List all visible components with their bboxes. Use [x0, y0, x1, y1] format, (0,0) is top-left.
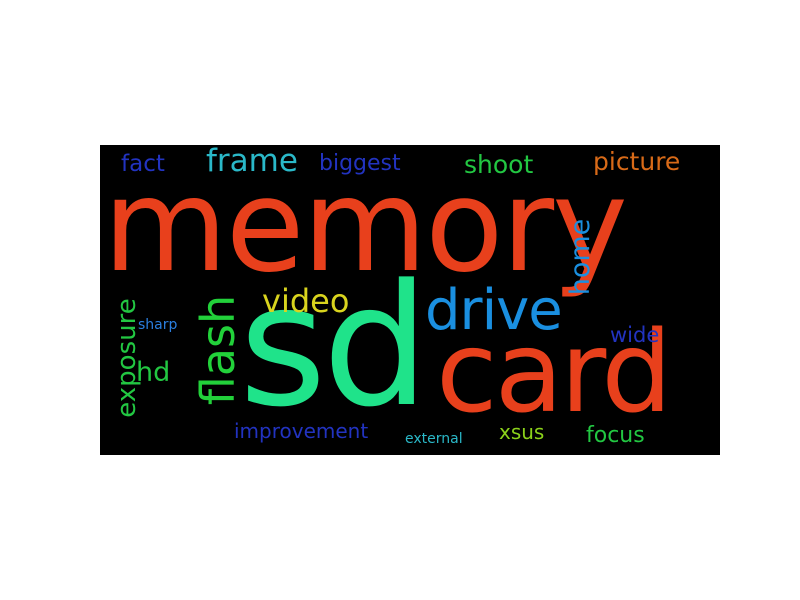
word-memory: memory: [103, 152, 628, 301]
word-home: home: [565, 218, 596, 296]
word-hd: hd: [136, 357, 171, 388]
word-flash: flash: [191, 294, 245, 406]
word-picture: picture: [593, 147, 681, 176]
word-improvement: improvement: [234, 419, 369, 443]
word-fact: fact: [121, 151, 165, 177]
word-video: video: [262, 282, 350, 320]
word-focus: focus: [586, 423, 645, 448]
word-drive: drive: [425, 278, 563, 343]
word-exposure: exposure: [112, 298, 142, 418]
word-wide: wide: [610, 323, 660, 347]
word-sd: sd: [239, 248, 429, 444]
word-card: card: [436, 308, 672, 438]
word-shoot: shoot: [464, 150, 534, 179]
word-xsus: xsus: [499, 420, 545, 444]
word-biggest: biggest: [319, 151, 401, 176]
word-cloud: memory sd card drive video frame fact bi…: [100, 145, 720, 455]
word-sharp: sharp: [138, 317, 178, 333]
word-external: external: [405, 431, 463, 447]
word-frame: frame: [206, 145, 298, 179]
